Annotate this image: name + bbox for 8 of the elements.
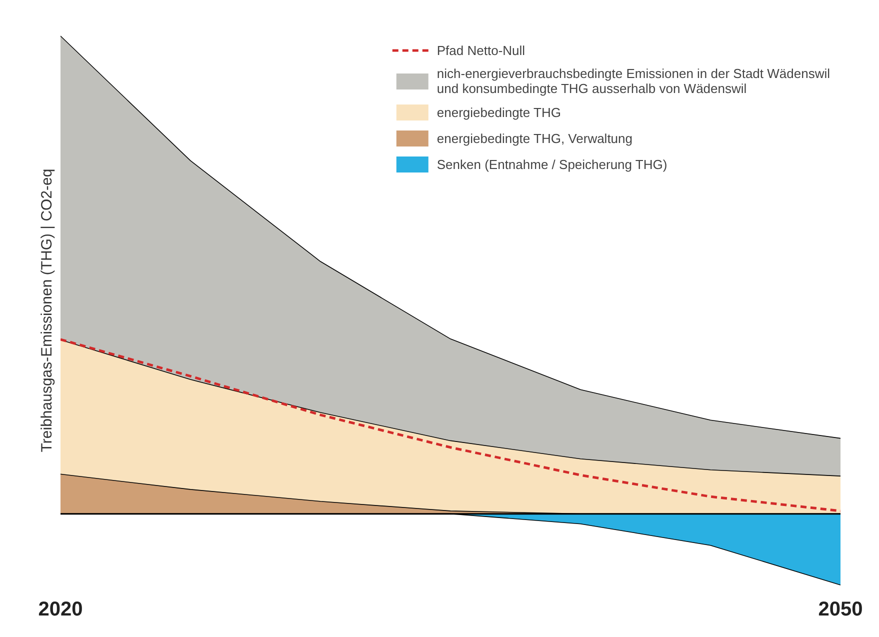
legend-label: energiebedingte THG, Verwaltung	[436, 130, 632, 146]
x-tick-label: 2020	[38, 598, 83, 620]
legend-label: energiebedingte THG	[436, 104, 561, 120]
x-tick-label: 2050	[818, 598, 863, 620]
y-axis-title: Treibhausgas-Emissionen (THG) | CO2-eq	[38, 168, 56, 452]
legend-label: nich-energieverbrauchsbedingte Emissionen in der Stadt Wädenswil und konsumbedingte THG ausserhalb von Wädenswil	[436, 66, 830, 96]
legend-label: Pfad Netto-Null	[436, 42, 526, 58]
legend-label: Senken (Entnahme / Speicherung THG)	[436, 156, 668, 172]
